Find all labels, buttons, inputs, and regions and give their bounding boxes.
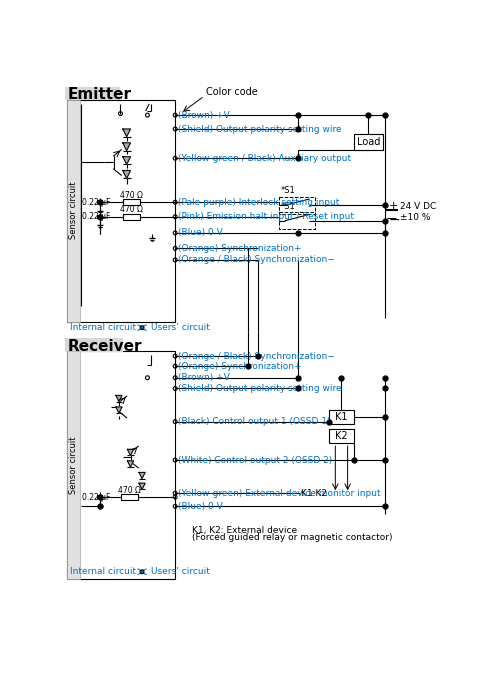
Bar: [279, 197, 315, 214]
Text: Color code: Color code: [206, 87, 258, 97]
Text: (Black) Control output 1 (OSSD 1): (Black) Control output 1 (OSSD 1): [178, 417, 331, 426]
Text: K1 K2: K1 K2: [301, 489, 327, 497]
Text: K1: K1: [335, 412, 348, 422]
Bar: [65, 87, 120, 100]
Bar: [67, 100, 175, 322]
Bar: [67, 100, 80, 322]
Text: (Pale purple) Interlock setting input: (Pale purple) Interlock setting input: [178, 197, 340, 206]
Text: (Blue) 0 V: (Blue) 0 V: [178, 228, 223, 237]
Text: (Blue) 0 V: (Blue) 0 V: [178, 502, 223, 511]
Polygon shape: [127, 449, 133, 455]
Text: K2: K2: [335, 431, 348, 441]
Text: 470 Ω: 470 Ω: [118, 486, 141, 495]
Text: 0.22 μF: 0.22 μF: [82, 213, 110, 221]
Text: 0.22 μF: 0.22 μF: [82, 197, 110, 206]
Text: (Orange / Black) Synchronization−: (Orange / Black) Synchronization−: [178, 352, 335, 361]
Text: (Yellow-green / Black) Auxiliary output: (Yellow-green / Black) Auxiliary output: [178, 154, 351, 163]
Bar: [65, 338, 123, 351]
Text: (Forced guided relay or magnetic contactor): (Forced guided relay or magnetic contact…: [192, 533, 393, 542]
Text: −: −: [388, 213, 400, 227]
Text: (Orange) Synchronization+: (Orange) Synchronization+: [178, 244, 302, 253]
Bar: [121, 494, 138, 500]
Bar: [123, 214, 140, 220]
Bar: [67, 351, 80, 580]
Polygon shape: [123, 170, 131, 178]
Text: *S1: *S1: [281, 201, 295, 210]
Text: (Pink) Emission halt input / Reset input: (Pink) Emission halt input / Reset input: [178, 213, 354, 221]
Text: 0.22 μF: 0.22 μF: [82, 493, 110, 502]
Bar: [329, 429, 354, 443]
Text: Internal circuit: Internal circuit: [71, 323, 137, 332]
Polygon shape: [123, 157, 131, 164]
Text: 470 Ω: 470 Ω: [120, 190, 143, 199]
Text: (Yellow-green) External device monitor input: (Yellow-green) External device monitor i…: [178, 489, 381, 497]
Text: 470 Ω: 470 Ω: [120, 206, 143, 215]
Text: Users’ circuit: Users’ circuit: [151, 323, 209, 332]
Text: +: +: [388, 201, 398, 211]
Text: K1, K2: External device: K1, K2: External device: [192, 526, 297, 535]
Text: (Orange) Synchronization+: (Orange) Synchronization+: [178, 362, 302, 371]
Text: (Brown) +V: (Brown) +V: [178, 110, 230, 119]
Polygon shape: [123, 129, 131, 137]
Text: (Brown) +V: (Brown) +V: [178, 373, 230, 382]
Text: Sensor circuit: Sensor circuit: [69, 182, 78, 239]
Text: (Orange / Black) Synchronization−: (Orange / Black) Synchronization−: [178, 255, 335, 264]
Polygon shape: [123, 143, 131, 150]
Text: Users’ circuit: Users’ circuit: [151, 567, 209, 576]
Polygon shape: [139, 483, 145, 489]
Bar: [67, 351, 175, 580]
Polygon shape: [127, 461, 133, 467]
Text: Sensor circuit: Sensor circuit: [69, 436, 78, 494]
Bar: [279, 212, 315, 229]
Text: (White) Control output 2 (OSSD 2): (White) Control output 2 (OSSD 2): [178, 455, 333, 464]
Text: 24 V DC
±10 %: 24 V DC ±10 %: [400, 202, 436, 222]
Bar: [329, 410, 354, 424]
Text: Receiver: Receiver: [67, 339, 142, 354]
Polygon shape: [116, 395, 122, 402]
Text: Internal circuit: Internal circuit: [71, 567, 137, 576]
Text: Emitter: Emitter: [67, 88, 132, 102]
Text: (Shield) Output polarity setting wire: (Shield) Output polarity setting wire: [178, 384, 342, 393]
Text: Load: Load: [357, 137, 380, 147]
Bar: [123, 199, 140, 205]
Text: *S1: *S1: [281, 186, 295, 195]
Polygon shape: [139, 473, 145, 479]
Polygon shape: [116, 407, 122, 413]
Text: (Shield) Output polarity setting wire: (Shield) Output polarity setting wire: [178, 124, 342, 133]
Bar: [354, 135, 383, 150]
